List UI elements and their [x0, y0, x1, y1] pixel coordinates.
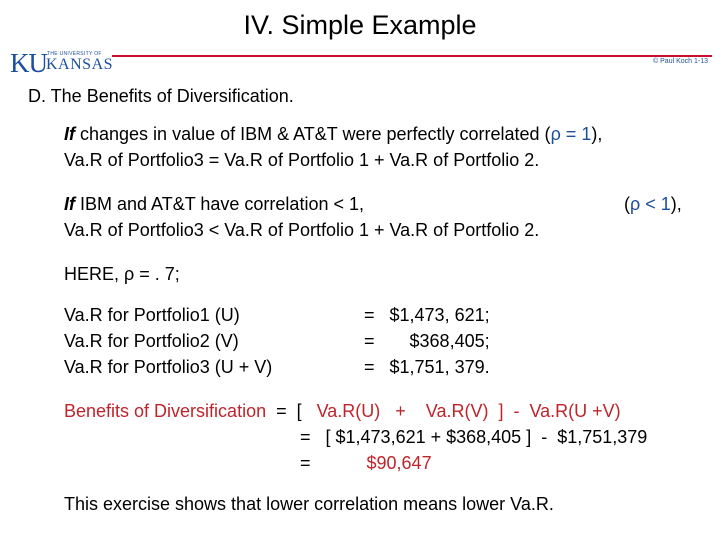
university-logo: KU THE UNIVERSITY OF KANSAS — [10, 48, 114, 78]
list-item: Va.R for Portfolio2 (V) = $368,405; — [64, 328, 490, 354]
benefits-calculation: Benefits of Diversification = [ Va.R(U) … — [64, 398, 704, 482]
var-label: Va.R for Portfolio1 (U) — [64, 305, 240, 325]
list-item: Va.R for Portfolio1 (U) = $1,473, 621; — [64, 302, 490, 328]
benefits-line1: Benefits of Diversification = [ Va.R(U) … — [64, 398, 704, 424]
benefits-eq: = [ — [266, 401, 317, 421]
p2-line1-text: IBM and AT&T have correlation < 1, — [75, 194, 364, 214]
var-value: = $1,751, 379. — [354, 357, 490, 377]
section-heading: D. The Benefits of Diversification. — [28, 86, 294, 106]
list-item: Va.R for Portfolio3 (U + V) = $1,751, 37… — [64, 354, 490, 380]
logo-small-text: THE UNIVERSITY OF — [47, 51, 102, 57]
var-list: Va.R for Portfolio1 (U) = $1,473, 621; V… — [64, 302, 490, 382]
benefits-label: Benefits of Diversification — [64, 401, 267, 421]
p2-rho-close: ), — [670, 194, 682, 214]
paragraph-imperfect-correlation: If IBM and AT&T have correlation < 1, (ρ … — [64, 191, 694, 243]
benefits-line3: = $90,647 — [300, 450, 432, 476]
p1-line2: Va.R of Portfolio3 = Va.R of Portfolio 1… — [64, 150, 540, 170]
benefits-eq2: = — [300, 453, 311, 473]
p1-line1: If changes in value of IBM & AT&T were p… — [64, 121, 602, 147]
p2-rho-open: ( — [624, 194, 630, 214]
logo-ku-mark: KU — [10, 48, 48, 78]
var-value: = $1,473, 621; — [354, 305, 490, 325]
conclusion-text: This exercise shows that lower correlati… — [64, 494, 554, 514]
p1-line1-text: changes in value of IBM & AT&T were perf… — [75, 124, 551, 144]
paragraph-perfect-correlation: If changes in value of IBM & AT&T were p… — [64, 121, 602, 173]
var-value: = $368,405; — [354, 331, 490, 351]
benefits-result: $90,647 — [366, 453, 432, 473]
var-label: Va.R for Portfolio3 (U + V) — [64, 357, 273, 377]
p2-line2: Va.R of Portfolio3 < Va.R of Portfolio 1… — [64, 220, 540, 240]
p2-rho-group: (ρ < 1), — [624, 191, 682, 217]
var-label: Va.R for Portfolio2 (V) — [64, 331, 239, 351]
copyright-notice: © Paul Koch 1-13 — [653, 58, 708, 65]
header-rule — [112, 55, 712, 57]
rho-value: ρ < 1 — [630, 194, 671, 214]
if-word: If — [64, 194, 75, 214]
logo-kansas-text: KANSAS — [46, 56, 114, 73]
p2-line1: If IBM and AT&T have correlation < 1, (ρ … — [64, 191, 694, 217]
slide-title: IV. Simple Example — [243, 10, 477, 40]
rho-value: ρ = 1 — [550, 124, 592, 144]
p1-line1-end: ), — [591, 124, 603, 144]
here-rho-line: HERE, ρ = . 7; — [64, 264, 180, 284]
if-word: If — [64, 124, 75, 144]
benefits-expression: Va.R(U) + Va.R(V) ] - Va.R(U +V) — [316, 401, 621, 421]
benefits-line2: = [ $1,473,621 + $368,405 ] - $1,751,379 — [300, 427, 648, 447]
